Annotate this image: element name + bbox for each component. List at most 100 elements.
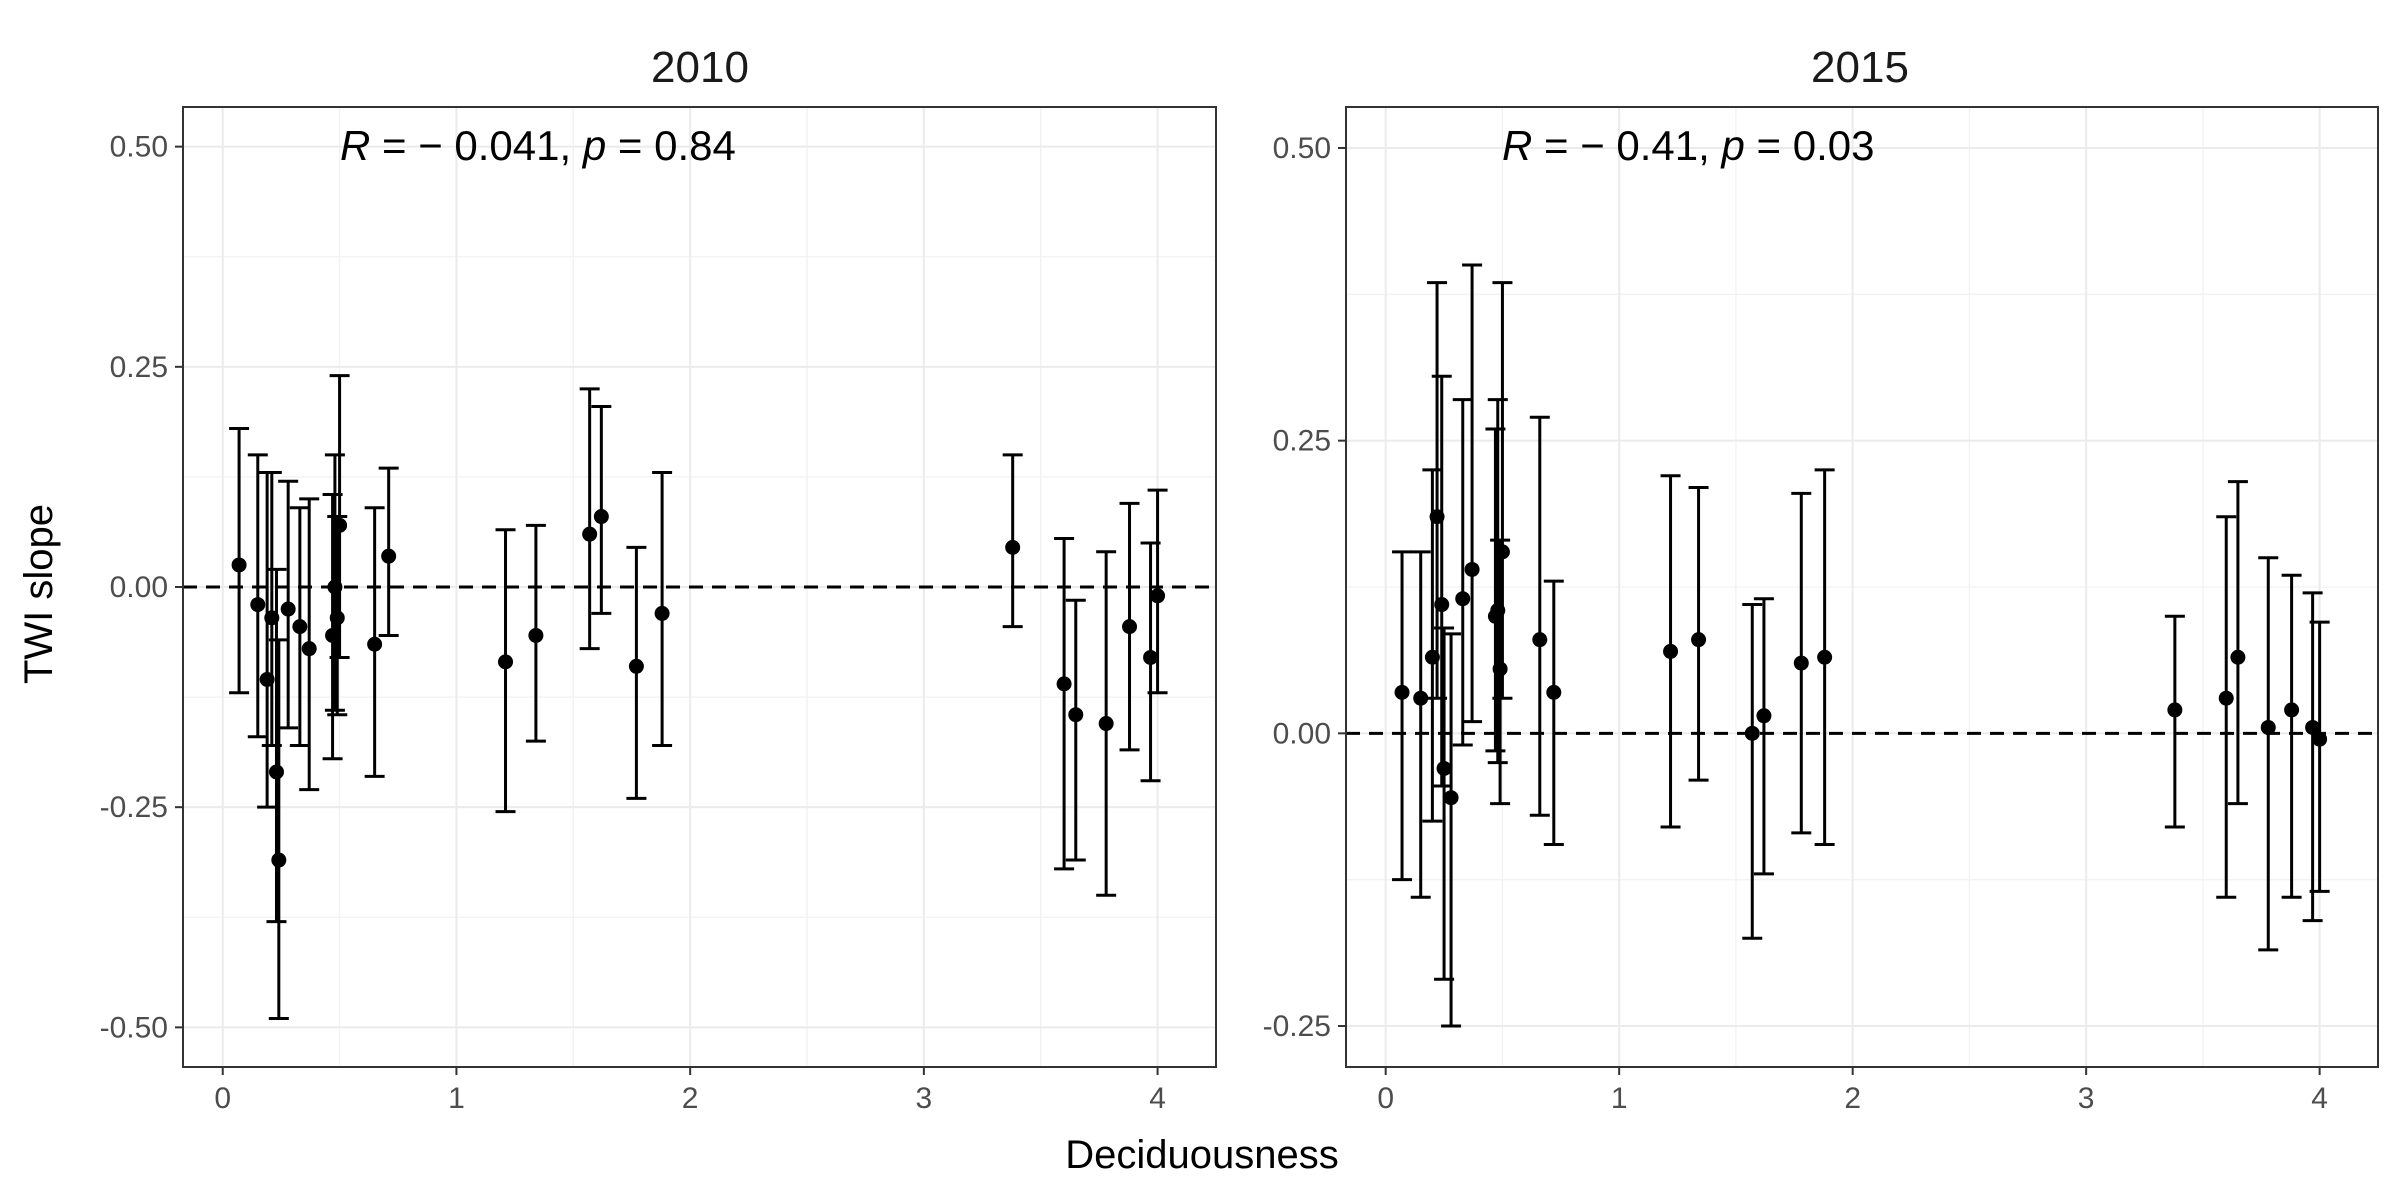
data-point [1756, 708, 1772, 724]
y-tick-label: 0.00 [1273, 717, 1331, 750]
data-point [2167, 702, 2183, 718]
data-point [1068, 707, 1084, 723]
y-tick-label: -0.25 [100, 791, 168, 824]
error-bar [268, 638, 289, 1021]
x-tick-label: 1 [448, 1082, 465, 1115]
data-point [332, 517, 348, 533]
x-tick-label: 1 [1611, 1082, 1628, 1115]
data-point [327, 579, 343, 595]
data-point [1691, 632, 1707, 648]
data-point [2218, 690, 2234, 706]
correlation-annotation-2015: R = − 0.41, p = 0.03 [1502, 122, 1874, 169]
data-point [1150, 588, 1166, 604]
data-point [1663, 643, 1679, 659]
error-bar [2302, 591, 2323, 923]
data-point [1455, 591, 1471, 607]
correlation-annotation-2010: R = − 0.041, p = 0.84 [340, 122, 736, 169]
x-tick-label: 4 [2311, 1082, 2328, 1115]
data-point [280, 601, 296, 617]
error-bar [1742, 603, 1763, 940]
data-point [1546, 684, 1562, 700]
error-bar [2309, 620, 2330, 893]
x-tick-label: 0 [1377, 1082, 1394, 1115]
panel-title-2010: 2010 [651, 43, 749, 92]
panel-2010: 2010 R = − 0.041, p = 0.84 0 1 2 3 4 0.50 0.25… [100, 43, 1217, 1115]
y-axis-title: TWI slope [17, 504, 61, 684]
data-point [1056, 676, 1072, 692]
data-point [1793, 655, 1809, 671]
error-bar [1753, 597, 1774, 876]
data-point [1143, 649, 1159, 665]
data-point [268, 764, 284, 780]
data-point [2260, 719, 2276, 735]
error-bar [1452, 398, 1473, 747]
error-bar [2164, 614, 2185, 829]
panel-border [1345, 106, 2379, 1068]
error-bar [1065, 598, 1086, 862]
data-point [498, 654, 514, 670]
error-bar [2281, 573, 2302, 899]
error-bar [1441, 632, 1462, 1028]
data-point [1744, 725, 1760, 741]
data-point [1492, 661, 1508, 677]
data-point [2284, 702, 2300, 718]
error-bar [495, 528, 516, 814]
data-point [1413, 690, 1429, 706]
x-tick-label: 0 [214, 1082, 231, 1115]
x-tick-label: 2 [1844, 1082, 1861, 1115]
error-bar [1543, 579, 1564, 847]
data-point [1122, 619, 1138, 635]
x-tick-label: 4 [1149, 1082, 1166, 1115]
x-axis-title: Deciduousness [1065, 1133, 1339, 1177]
data-point [1436, 760, 1452, 776]
data-point [381, 548, 397, 564]
data-point [1005, 539, 1021, 555]
error-bar [1529, 415, 1550, 817]
x-tick-label: 2 [682, 1082, 699, 1115]
data-point [367, 636, 383, 652]
error-bar [2227, 480, 2248, 806]
y-tick-label: 0.25 [1273, 425, 1331, 458]
data-point [2230, 649, 2246, 665]
data-point [1817, 649, 1833, 665]
data-point [271, 852, 287, 868]
error-bar [329, 374, 350, 659]
data-point [1098, 716, 1114, 732]
data-point [582, 526, 598, 542]
data-point [2305, 719, 2321, 735]
error-bar [1487, 398, 1508, 765]
error-bar [1492, 281, 1513, 700]
error-bar [1054, 537, 1075, 871]
data-point [528, 627, 544, 643]
data-point [292, 619, 308, 635]
data-point [1424, 649, 1440, 665]
error-bar [1462, 263, 1483, 724]
x-tick-label: 3 [2078, 1082, 2095, 1115]
error-bar [579, 387, 600, 651]
data-point [628, 658, 644, 674]
data-point [1464, 561, 1480, 577]
y-tick-label: 0.25 [110, 351, 168, 384]
data-point [1434, 597, 1450, 613]
panel-2015: 2015 R = − 0.41, p = 0.03 0 1 2 3 4 0.50 0.25 0… [1263, 43, 2379, 1115]
data-point [301, 641, 317, 657]
error-bar [1392, 550, 1413, 882]
data-point [1490, 602, 1506, 618]
data-point [231, 557, 247, 573]
error-bar [1422, 468, 1443, 823]
data-point [1443, 790, 1459, 806]
data-point [593, 509, 609, 525]
y-tick-label: 0.50 [110, 131, 168, 164]
data-point [264, 610, 280, 626]
data-point [329, 610, 345, 626]
data-point [1494, 544, 1510, 560]
panel-title-2015: 2015 [1811, 43, 1909, 92]
data-point [1429, 509, 1445, 525]
y-tick-label: -0.50 [100, 1011, 168, 1044]
data-point [325, 627, 341, 643]
y-tick-label: 0.50 [1273, 132, 1331, 165]
data-point [1532, 632, 1548, 648]
error-bar [2216, 515, 2237, 899]
error-bar [1431, 374, 1452, 788]
